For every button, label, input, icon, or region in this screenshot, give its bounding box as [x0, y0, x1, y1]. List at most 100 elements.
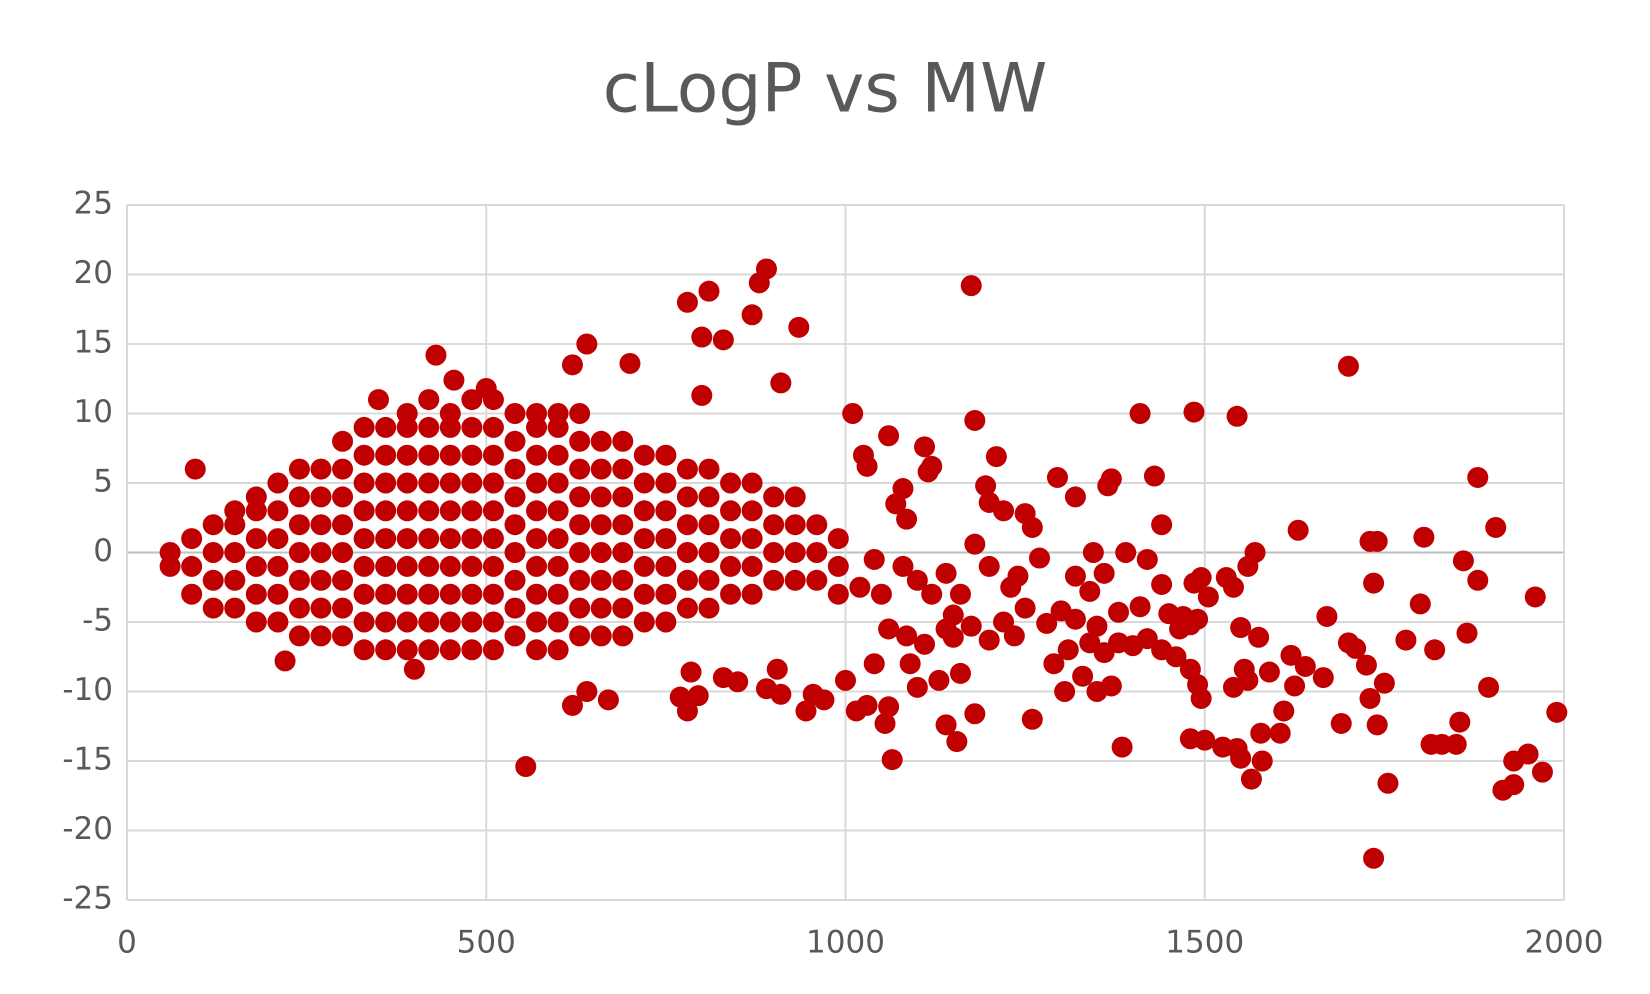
point	[1021, 516, 1043, 538]
point	[418, 416, 440, 438]
point	[569, 430, 591, 452]
point	[576, 681, 598, 702]
point	[590, 569, 612, 591]
point	[741, 528, 763, 550]
point	[766, 658, 788, 680]
point	[418, 389, 440, 411]
point	[1111, 736, 1133, 758]
point	[418, 555, 440, 577]
point	[288, 542, 310, 563]
point	[482, 500, 504, 522]
point	[375, 444, 397, 466]
point	[1294, 655, 1316, 677]
y-tick-label: 15	[74, 325, 113, 361]
point	[288, 458, 310, 480]
point	[964, 533, 986, 555]
point	[1226, 405, 1248, 427]
point	[806, 542, 828, 563]
x-tick-label: 0	[117, 925, 137, 961]
point	[1014, 597, 1036, 619]
point	[181, 583, 203, 605]
point	[245, 555, 267, 577]
point	[852, 444, 874, 466]
point	[1136, 628, 1158, 650]
point	[439, 528, 461, 550]
point	[1115, 542, 1137, 563]
point	[504, 542, 526, 563]
point	[619, 352, 641, 374]
point	[1064, 608, 1086, 630]
point	[332, 514, 354, 536]
point	[1143, 465, 1165, 487]
point	[367, 389, 389, 411]
point	[353, 639, 375, 661]
point	[439, 639, 461, 661]
point	[896, 625, 918, 647]
point	[310, 514, 332, 536]
point	[1467, 569, 1489, 591]
point	[906, 569, 928, 591]
point	[590, 430, 612, 452]
point	[1086, 615, 1108, 637]
point	[1431, 733, 1453, 755]
point	[332, 458, 354, 480]
point	[1280, 644, 1302, 666]
x-tick-label: 2000	[1525, 925, 1604, 961]
point	[827, 583, 849, 605]
point	[547, 444, 569, 466]
point	[482, 472, 504, 494]
point	[375, 611, 397, 633]
point	[741, 555, 763, 577]
point	[267, 583, 289, 605]
point	[375, 583, 397, 605]
point	[590, 486, 612, 508]
point	[993, 500, 1015, 522]
point	[727, 671, 749, 693]
point	[396, 611, 418, 633]
point	[310, 625, 332, 647]
point	[569, 514, 591, 536]
point	[310, 542, 332, 563]
point	[1366, 714, 1388, 736]
point	[1000, 576, 1022, 598]
point	[878, 696, 900, 718]
point	[439, 444, 461, 466]
point	[720, 528, 742, 550]
point	[1345, 637, 1367, 659]
point	[906, 676, 928, 698]
point	[978, 555, 1000, 577]
point	[770, 683, 792, 705]
point	[439, 611, 461, 633]
point	[245, 528, 267, 550]
point	[504, 514, 526, 536]
point	[569, 403, 591, 424]
point	[353, 416, 375, 438]
point	[353, 500, 375, 522]
point	[676, 291, 698, 313]
point	[946, 731, 968, 753]
point	[899, 653, 921, 675]
point	[526, 472, 548, 494]
point	[655, 472, 677, 494]
point	[590, 458, 612, 480]
point	[763, 542, 785, 563]
point	[687, 685, 709, 707]
point	[475, 377, 497, 399]
point	[526, 555, 548, 577]
point	[224, 569, 246, 591]
point	[842, 403, 864, 424]
point	[310, 569, 332, 591]
point	[1330, 712, 1352, 734]
point	[396, 555, 418, 577]
point	[1250, 722, 1272, 744]
point	[515, 756, 537, 778]
point	[1546, 701, 1568, 723]
point	[770, 372, 792, 394]
x-tick-label: 500	[457, 925, 516, 961]
point	[418, 583, 440, 605]
point	[461, 444, 483, 466]
grid	[126, 204, 1565, 901]
point	[655, 555, 677, 577]
point	[332, 486, 354, 508]
